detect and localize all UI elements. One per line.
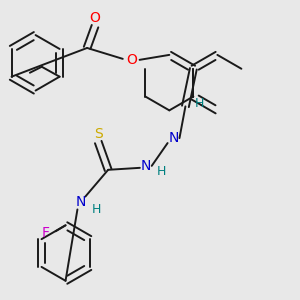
Text: N: N	[141, 159, 151, 173]
Text: F: F	[42, 226, 50, 240]
Text: N: N	[75, 194, 85, 208]
Text: S: S	[94, 127, 103, 141]
Text: H: H	[195, 97, 204, 110]
Text: H: H	[157, 165, 166, 178]
Text: O: O	[126, 53, 137, 67]
Text: O: O	[90, 11, 101, 25]
Text: H: H	[92, 203, 101, 216]
Text: N: N	[168, 131, 179, 145]
